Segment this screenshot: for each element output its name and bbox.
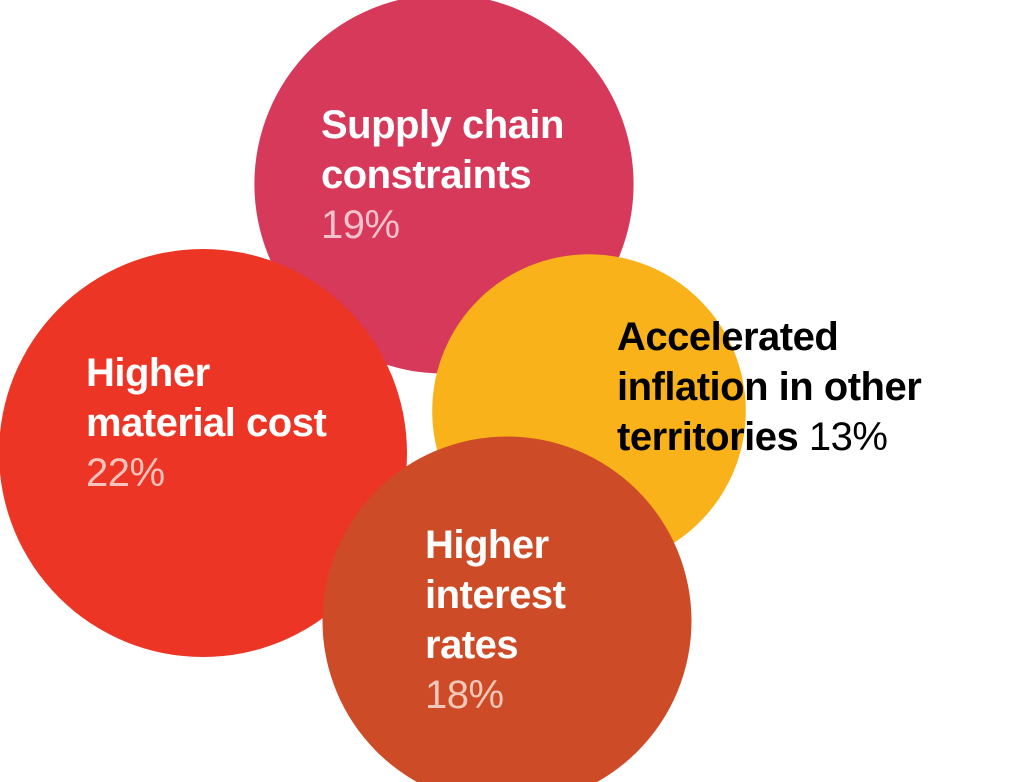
bubble-label-interest-rates: Higher interest rates 18% xyxy=(425,520,566,720)
bubble-interest xyxy=(322,436,692,782)
bubble-name-line: rates xyxy=(425,623,519,667)
bubble-name-line: constraints xyxy=(321,153,532,197)
bubble-label-supply-chain: Supply chain constraints 19% xyxy=(321,100,564,250)
bubble-name-line: Supply chain xyxy=(321,103,564,147)
bubble-name-line: inflation in other xyxy=(617,365,922,409)
bubble-name-line: interest xyxy=(425,573,566,617)
bubble-name-line: Higher xyxy=(425,523,549,567)
bubble-value: 13% xyxy=(808,415,888,459)
bubble-name-line: material cost xyxy=(86,401,327,445)
bubble-material xyxy=(0,249,407,657)
bubble-label-material-cost: Higher material cost 22% xyxy=(86,348,327,498)
bubble-value: 22% xyxy=(86,451,165,495)
bubble-name-line: Accelerated xyxy=(617,315,839,359)
bubble-name-line: Higher xyxy=(86,351,210,395)
bubble-value: 18% xyxy=(425,673,504,717)
bubble-value: 19% xyxy=(321,203,400,247)
bubble-name-line: territories xyxy=(617,415,799,459)
bubble-label-accelerated-inflation: Accelerated inflation in other territori… xyxy=(617,312,922,462)
